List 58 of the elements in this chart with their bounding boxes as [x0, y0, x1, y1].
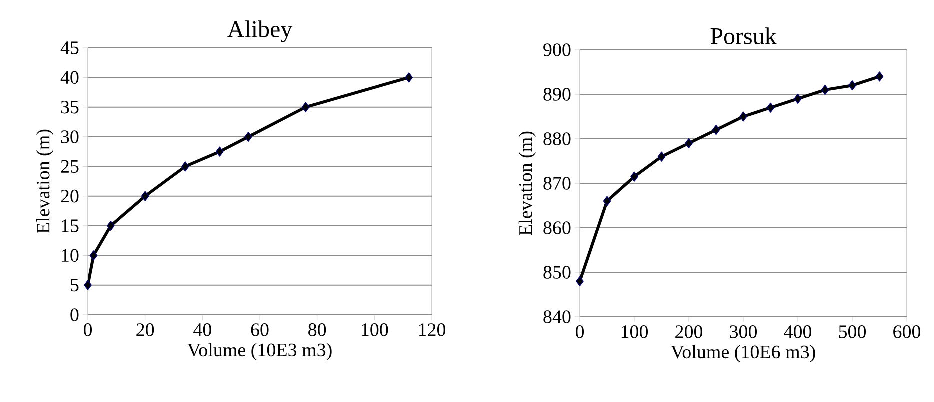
y-axis-title: Elevation (m) [36, 130, 54, 234]
point [848, 80, 856, 91]
point [405, 72, 413, 83]
x-tick-label: 80 [308, 324, 326, 336]
x-tick-label: 0 [576, 326, 584, 338]
point [712, 125, 720, 136]
y-tick-label: 870 [544, 177, 571, 190]
x-axis-title: Volume (10E6 m3) [671, 345, 816, 362]
y-tick-label: 900 [544, 44, 571, 56]
point [216, 146, 224, 157]
point [821, 85, 830, 96]
x-tick-label: 500 [839, 326, 866, 338]
point [84, 280, 92, 290]
x-tick-label: 60 [251, 324, 269, 336]
point [876, 72, 884, 82]
y-tick-label: 20 [61, 190, 79, 203]
point [302, 102, 310, 112]
point [603, 196, 612, 206]
point [766, 102, 775, 113]
point [794, 94, 802, 104]
y-tick-label: 5 [71, 279, 79, 292]
x-axis-title: Volume (10E3 m3) [188, 343, 332, 360]
point [658, 152, 666, 162]
point [685, 138, 693, 148]
y-tick-label: 15 [62, 220, 79, 232]
point [141, 191, 150, 202]
x-tick-label: 120 [419, 324, 446, 336]
chart-title: Alibey [228, 20, 293, 42]
point [576, 276, 584, 286]
y-tick-label: 10 [62, 249, 79, 262]
y-tick-label: 0 [70, 308, 79, 322]
point [182, 162, 190, 172]
x-tick-label: 600 [894, 326, 921, 338]
y-tick-label: 860 [544, 222, 571, 234]
x-tick-label: 100 [362, 324, 388, 336]
point [244, 132, 252, 142]
x-tick-label: 20 [136, 324, 154, 336]
y-tick-label: 25 [61, 160, 79, 174]
y-tick-label: 880 [544, 132, 571, 146]
y-tick-label: 40 [60, 71, 79, 84]
point [740, 112, 748, 122]
y-tick-label: 35 [61, 100, 79, 114]
chart-title: Porsuk [710, 28, 777, 44]
point [107, 221, 115, 231]
y-tick-label: 850 [544, 266, 571, 279]
y-tick-label: 30 [61, 130, 79, 144]
point [630, 172, 638, 182]
x-tick-label: 200 [676, 326, 703, 338]
x-tick-label: 300 [730, 326, 758, 338]
y-tick-label: 840 [544, 310, 571, 324]
y-tick-label: 45 [60, 42, 79, 54]
y-tick-label: 890 [544, 88, 571, 101]
x-tick-label: 0 [84, 324, 92, 336]
x-tick-label: 40 [194, 324, 212, 336]
x-tick-label: 100 [622, 326, 648, 338]
x-tick-label: 400 [784, 326, 812, 338]
point [90, 250, 98, 261]
y-axis-title: Elevation (m) [518, 132, 536, 236]
